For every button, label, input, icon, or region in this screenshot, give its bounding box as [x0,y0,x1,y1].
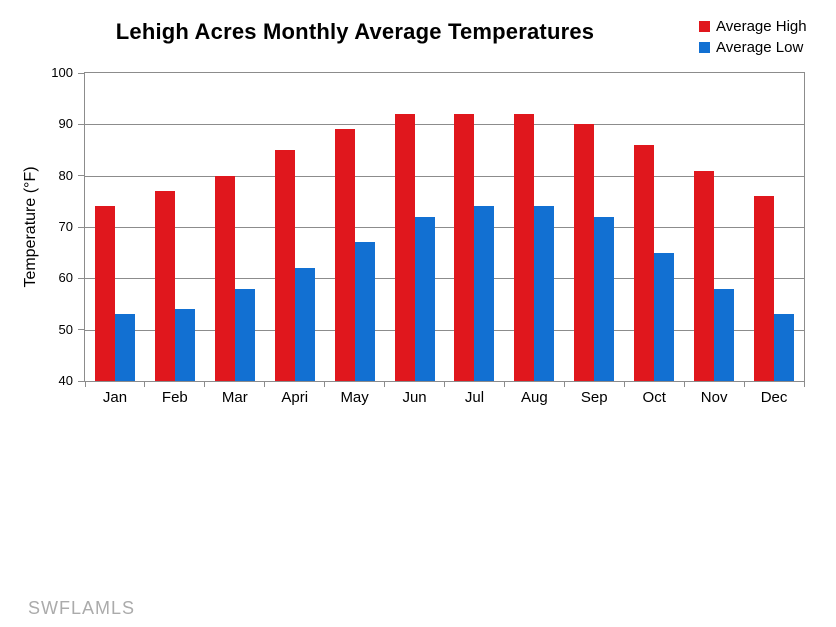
x-tick-6 [444,382,445,387]
y-tick-label-70: 70 [58,219,73,234]
bar-average-low-may [354,242,375,381]
legend-swatch-low [699,42,710,53]
bar-average-low-dec [774,314,795,381]
bar-average-low-jan [114,314,135,381]
x-label-feb: Feb [161,389,188,406]
y-tick-label-50: 50 [58,321,73,337]
gridline-50 [85,329,804,331]
legend-swatch-high [699,21,710,32]
bar-average-low-jun [414,216,435,381]
bar-average-high-jan [94,206,115,381]
x-tick-8 [563,382,565,387]
y-tick-50 [78,329,84,331]
y-tick-label-60: 60 [58,270,73,286]
chart-title: Lehigh Acres Monthly Average Temperature… [115,19,595,44]
bar-average-low-feb [174,309,195,381]
x-tick-2 [204,382,206,387]
x-tick-3 [264,382,266,387]
y-tick-70 [78,226,84,228]
y-tick-80 [78,175,84,177]
bar-average-high-oct [634,144,655,381]
x-label-nov: Nov [700,389,728,406]
bar-average-high-sep [574,124,595,381]
y-tick-label-90: 90 [58,116,73,132]
y-tick-label-100: 100 [51,65,73,80]
x-label-mar: Mar [221,389,248,406]
y-tick-40 [78,380,84,382]
bar-average-low-apri [294,268,315,381]
gridline-90 [85,124,804,126]
bar-average-high-aug [514,114,535,381]
bar-group-oct [624,73,684,381]
legend-label-low: Average Low [716,39,804,56]
gridline-60 [85,278,804,280]
x-tick-0 [84,382,86,387]
legend-item-average-high: Average High [699,18,807,35]
x-tick-12 [803,382,805,387]
x-tick-10 [683,382,685,387]
bar-group-dec [744,73,804,381]
y-tick-60 [78,277,84,279]
x-label-sep: Sep [580,389,608,406]
x-label-jun: Jun [402,389,427,406]
bar-average-high-feb [154,191,175,381]
gridline-80 [85,175,804,177]
y-tick-label-80: 80 [58,167,73,183]
x-label-jan: Jan [102,389,128,406]
watermark: SWFLAMLS [28,598,136,618]
x-tick-7 [503,382,505,387]
x-label-dec: Dec [760,389,788,406]
bar-average-low-oct [654,252,675,381]
x-label-jul: Jul [464,389,485,406]
bar-average-high-mar [214,175,235,381]
bar-group-jul [445,73,505,381]
legend: Average High Average Low [699,18,807,56]
bar-group-nov [684,73,744,381]
bar-average-high-may [334,129,355,381]
y-tick-100 [78,72,84,74]
bar-group-jan [85,73,145,381]
bar-average-high-jul [454,114,475,381]
bar-group-aug [504,73,564,381]
x-tick-11 [743,382,745,387]
bar-group-feb [145,73,205,381]
legend-item-average-low: Average Low [699,39,807,56]
x-label-may: May [340,389,369,406]
gridline-70 [85,227,804,228]
bar-average-low-nov [714,288,735,381]
x-label-aug: Aug [521,389,548,406]
bar-average-high-dec [754,196,775,381]
y-tick-90 [78,123,84,125]
bar-average-low-sep [594,216,615,381]
x-label-oct: Oct [642,389,666,406]
x-label-apri: Apri [281,389,309,406]
legend-label-high: Average High [716,18,807,35]
bar-average-high-apri [274,150,295,381]
bar-average-low-jul [474,206,495,381]
bar-group-sep [564,73,624,381]
x-tick-9 [623,382,625,387]
bar-average-high-nov [694,170,715,381]
x-tick-1 [144,382,146,387]
bar-group-jun [385,73,445,381]
y-tick-label-40: 40 [58,373,73,388]
bar-average-high-jun [394,114,415,381]
x-tick-5 [384,382,386,387]
bar-group-may [325,73,385,381]
bar-average-low-aug [534,206,555,381]
x-tick-4 [324,382,326,387]
bar-average-low-mar [234,288,255,381]
plot-area [84,72,805,382]
bar-group-apri [265,73,325,381]
bar-group-mar [205,73,265,381]
